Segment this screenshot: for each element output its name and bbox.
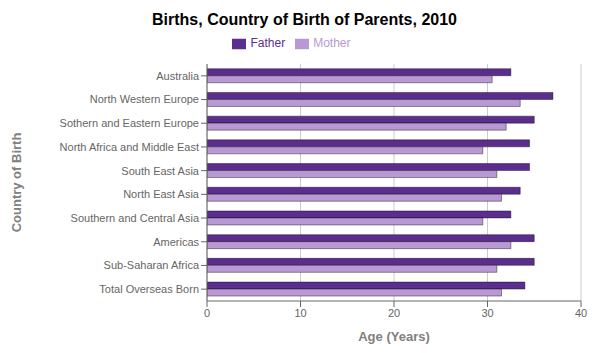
svg-text:Country of Birth: Country of Birth xyxy=(9,133,24,233)
html-text:Father: Father xyxy=(250,36,286,50)
svg-text:20: 20 xyxy=(388,307,400,319)
svg-text:South East Asia: South East Asia xyxy=(121,165,200,177)
html-text:Mother: Mother xyxy=(313,36,351,50)
svg-text:Age (Years): Age (Years) xyxy=(358,329,430,344)
svg-text:10: 10 xyxy=(294,307,306,319)
svg-text:Sub-Saharan Africa: Sub-Saharan Africa xyxy=(104,259,200,271)
svg-text:40: 40 xyxy=(575,307,587,319)
svg-text:North Africa and Middle East: North Africa and Middle East xyxy=(60,141,199,153)
html-text:Births, Country of Birth of Pa: Births, Country of Birth of Parents, 201… xyxy=(152,11,457,28)
svg-text:North East Asia: North East Asia xyxy=(123,188,200,200)
svg-text:North Western Europe: North Western Europe xyxy=(90,93,199,105)
svg-text:Australia: Australia xyxy=(156,70,200,82)
svg-text:0: 0 xyxy=(204,307,210,319)
svg-text:Southern and Central Asia: Southern and Central Asia xyxy=(71,212,200,224)
svg-text:Total Overseas Born: Total Overseas Born xyxy=(99,283,199,295)
svg-text:Americas: Americas xyxy=(153,236,199,248)
svg-text:30: 30 xyxy=(481,307,493,319)
svg-text:Sothern and Eastern Europe: Sothern and Eastern Europe xyxy=(60,117,199,129)
